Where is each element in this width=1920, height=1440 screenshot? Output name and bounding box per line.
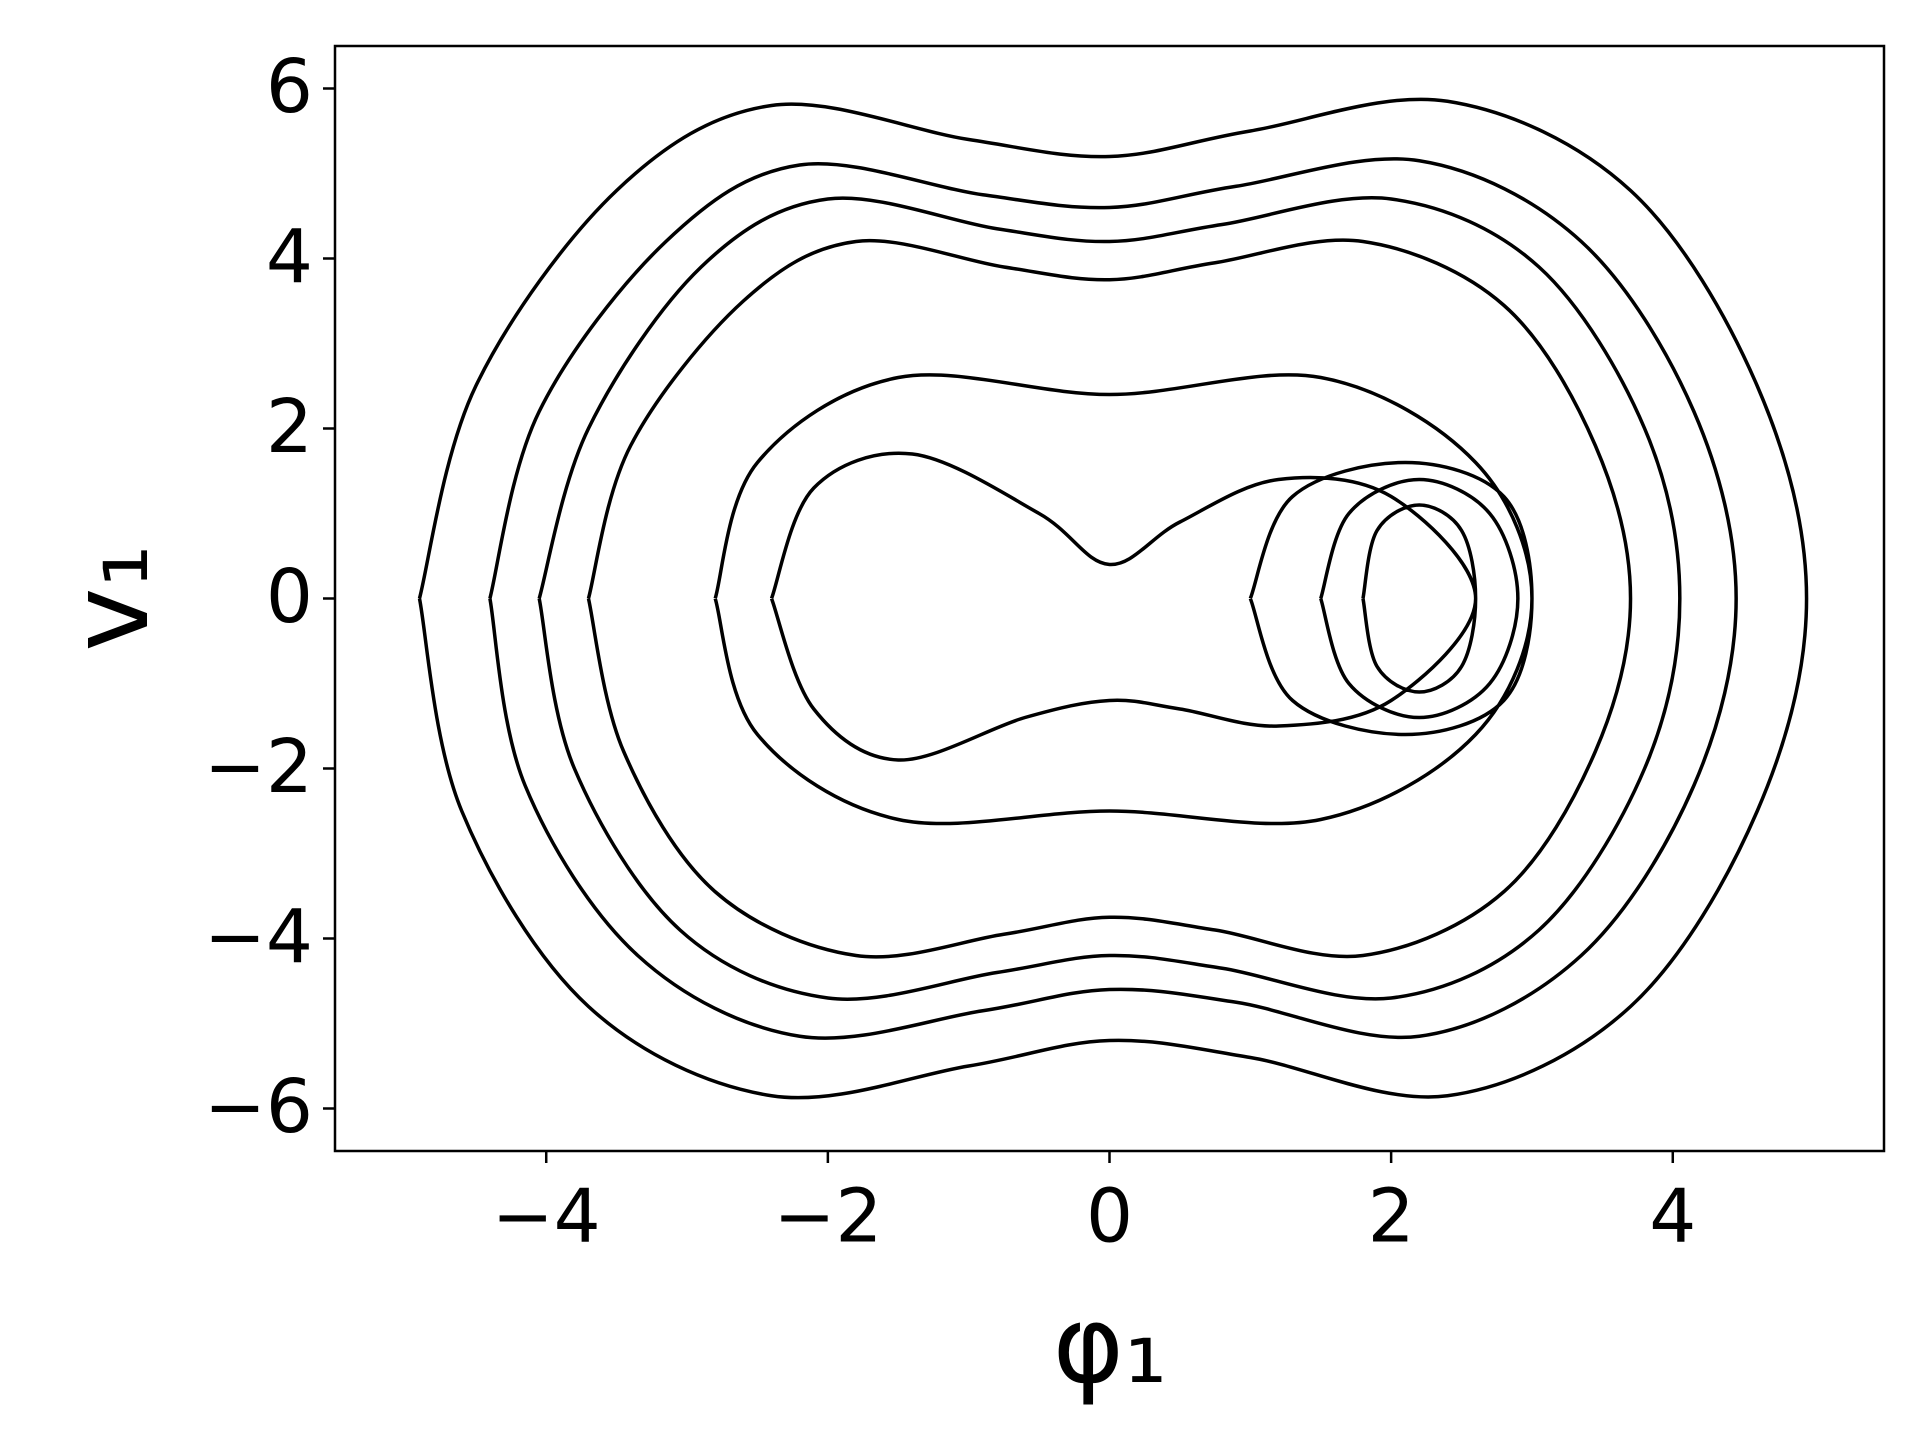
y-tick-label: −4 bbox=[204, 894, 313, 980]
trajectory bbox=[417, 97, 1809, 1100]
y-tick-label: −2 bbox=[204, 724, 313, 810]
y-axis-label: v₁ bbox=[48, 544, 173, 651]
x-tick-label: 2 bbox=[1368, 1174, 1415, 1260]
y-tick-label: 4 bbox=[266, 214, 313, 300]
y-tick-label: −6 bbox=[204, 1064, 313, 1150]
x-tick-label: 0 bbox=[1086, 1174, 1133, 1260]
x-tick-label: 4 bbox=[1649, 1174, 1696, 1260]
y-tick-label: 6 bbox=[266, 44, 313, 130]
x-tick-label: −2 bbox=[773, 1174, 882, 1260]
y-tick-label: 2 bbox=[266, 384, 313, 470]
plot-frame bbox=[333, 44, 1886, 1153]
x-tick-label: −4 bbox=[492, 1174, 601, 1260]
y-tick-label: 0 bbox=[266, 554, 313, 640]
x-axis-label: φ₁ bbox=[1053, 1283, 1168, 1408]
